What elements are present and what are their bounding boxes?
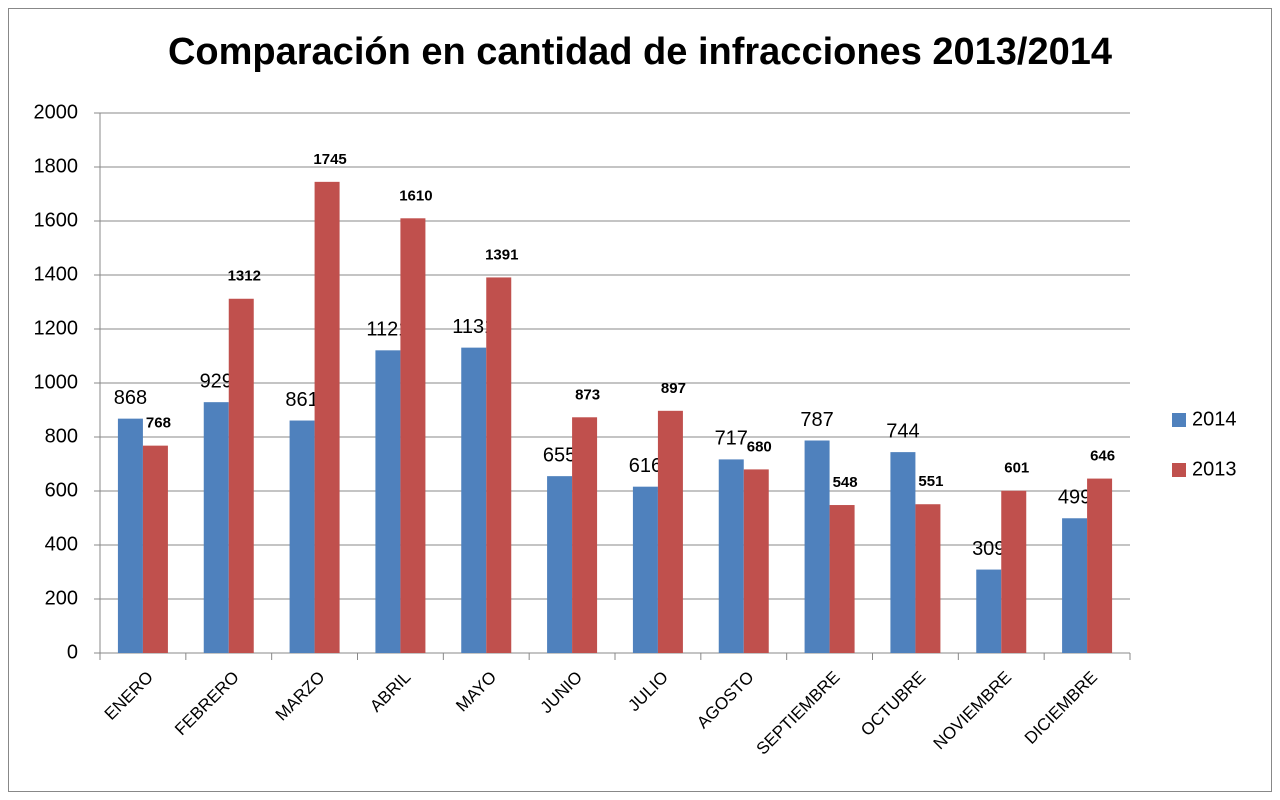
bar — [572, 417, 598, 653]
data-label: 309 — [972, 538, 1005, 560]
data-label: 680 — [747, 438, 772, 455]
legend-swatch — [1172, 463, 1186, 477]
bar — [375, 350, 401, 653]
data-label: 601 — [1004, 460, 1029, 477]
data-label: 897 — [661, 380, 686, 397]
y-tick-label: 400 — [45, 533, 78, 555]
bar — [718, 459, 744, 653]
data-label: 929 — [200, 370, 233, 392]
data-label: 861 — [285, 389, 318, 411]
data-label: 646 — [1090, 448, 1115, 465]
data-label: 787 — [800, 409, 833, 431]
data-label: 868 — [114, 387, 147, 409]
legend-label: 2014 — [1192, 408, 1237, 430]
bar — [314, 181, 340, 653]
bar — [1001, 490, 1027, 653]
data-label: 717 — [715, 428, 748, 450]
data-label: 744 — [886, 420, 919, 442]
data-label: 499 — [1058, 487, 1091, 509]
bar — [657, 410, 683, 653]
bar — [1087, 478, 1113, 653]
data-label: 551 — [918, 473, 943, 490]
data-label: 1391 — [485, 246, 518, 263]
data-label: 768 — [146, 415, 171, 432]
data-label: 1610 — [399, 187, 432, 204]
y-tick-label: 1200 — [34, 317, 79, 339]
chart-title: Comparación en cantidad de infracciones … — [168, 31, 1112, 73]
y-tick-label: 0 — [67, 641, 78, 663]
bar — [228, 298, 254, 653]
legend-label: 2013 — [1192, 458, 1237, 480]
bar — [486, 277, 512, 653]
data-label: 1131 — [452, 316, 495, 338]
chart-border — [8, 8, 1272, 792]
data-label: 616 — [629, 455, 662, 477]
bar — [743, 469, 769, 653]
y-tick-label: 1000 — [34, 371, 79, 393]
bar — [142, 445, 168, 653]
y-tick-label: 2000 — [34, 101, 79, 123]
y-tick-label: 1400 — [34, 263, 79, 285]
bar — [829, 505, 855, 653]
bar — [461, 347, 487, 653]
data-label: 655 — [543, 444, 576, 466]
y-tick-label: 800 — [45, 425, 78, 447]
legend-swatch — [1172, 413, 1186, 427]
bar — [203, 402, 229, 653]
data-label: 1312 — [228, 268, 261, 285]
bar — [976, 569, 1002, 653]
data-label: 1121 — [366, 319, 409, 341]
y-tick-label: 600 — [45, 479, 78, 501]
bar — [890, 452, 916, 653]
data-label: 873 — [575, 386, 600, 403]
bar — [632, 486, 658, 653]
bar — [547, 476, 573, 653]
bar — [289, 420, 315, 653]
bar — [804, 440, 830, 653]
bar — [117, 418, 143, 653]
y-tick-label: 1800 — [34, 155, 79, 177]
bar — [1062, 518, 1088, 653]
data-label: 1745 — [313, 151, 346, 168]
y-tick-label: 1600 — [34, 209, 79, 231]
y-tick-label: 200 — [45, 587, 78, 609]
data-label: 548 — [833, 474, 858, 491]
bar — [915, 504, 941, 653]
bar — [400, 218, 426, 654]
